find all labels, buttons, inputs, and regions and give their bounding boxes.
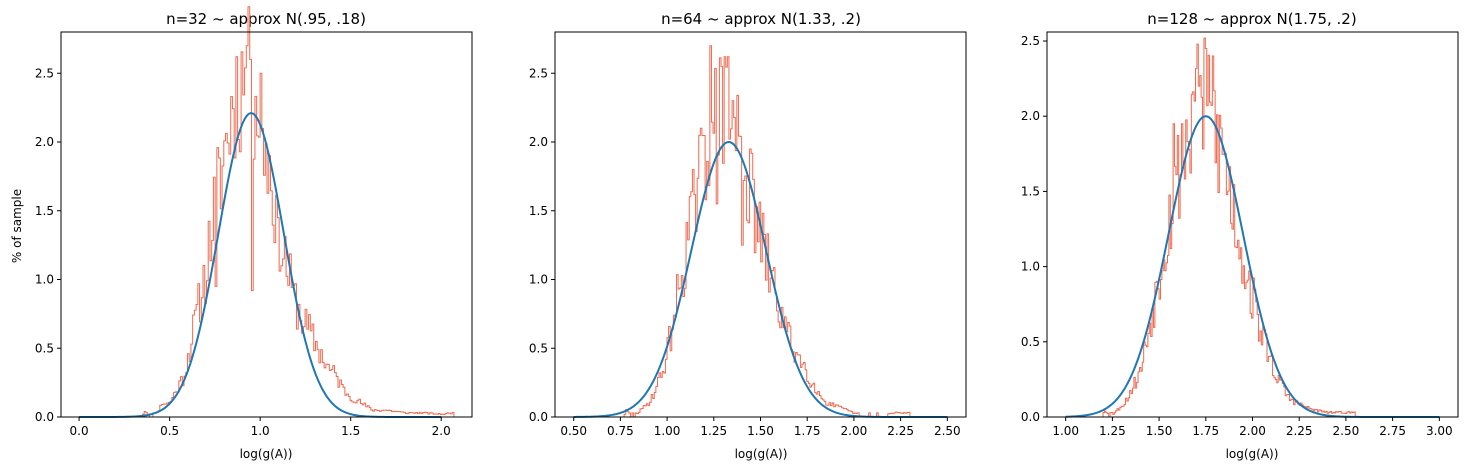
x-tick-label: 1.00	[654, 424, 681, 438]
x-tick-label: 1.75	[794, 424, 821, 438]
y-tick-label: 0.0	[1021, 410, 1040, 424]
axes-frame	[60, 31, 473, 418]
chart-title: n=64 ~ approx N(1.33, .2)	[661, 10, 861, 28]
x-axis-label: log(g(A))	[735, 447, 788, 461]
y-tick-label: 2.5	[35, 66, 54, 80]
x-tick-label: 0.75	[607, 424, 634, 438]
chart-title: n=32 ~ approx N(.95, .18)	[166, 10, 366, 28]
x-tick-label: 2.00	[1239, 424, 1266, 438]
y-tick-label: 2.0	[529, 135, 548, 149]
axes-frame	[1046, 31, 1459, 418]
y-axis-label: % of sample	[10, 189, 24, 263]
y-tick-label: 2.0	[1021, 109, 1040, 123]
x-tick-label: 2.25	[887, 424, 914, 438]
y-tick-label: 1.5	[529, 204, 548, 218]
histogram-series	[141, 6, 455, 418]
x-tick-label: 1.00	[1052, 424, 1079, 438]
y-tick-label: 1.0	[529, 273, 548, 287]
y-tick-label: 1.5	[35, 204, 54, 218]
chart-panel-2: n=64 ~ approx N(1.33, .2) log(g(A)) 0.50…	[529, 10, 967, 461]
y-tick-label: 0.5	[529, 341, 548, 355]
x-tick-label: 2.25	[1286, 424, 1313, 438]
x-tick-label: 1.25	[1099, 424, 1126, 438]
y-tick-label: 0.5	[35, 341, 54, 355]
x-axis-label: log(g(A))	[1226, 447, 1279, 461]
y-tick-label: 1.0	[35, 273, 54, 287]
x-tick-label: 1.25	[700, 424, 727, 438]
y-tick-label: 2.0	[35, 135, 54, 149]
y-tick-label: 2.5	[1021, 34, 1040, 48]
x-tick-label: 1.0	[251, 424, 270, 438]
normal-curve	[573, 141, 948, 418]
y-tick-label: 0.0	[35, 410, 54, 424]
x-tick-label: 2.00	[841, 424, 868, 438]
y-tick-label: 1.0	[1021, 260, 1040, 274]
x-tick-label: 2.75	[1379, 424, 1406, 438]
y-tick-label: 0.5	[1021, 335, 1040, 349]
x-tick-label: 1.75	[1192, 424, 1219, 438]
histogram-series	[623, 45, 911, 418]
x-tick-label: 0.5	[160, 424, 179, 438]
chart-panel-1: n=32 ~ approx N(.95, .18) log(g(A)) % of…	[10, 6, 473, 461]
x-axis-label: log(g(A))	[240, 447, 293, 461]
y-tick-label: 1.5	[1021, 184, 1040, 198]
chart-panel-3: n=128 ~ approx N(1.75, .2) log(g(A)) 1.0…	[1021, 10, 1459, 461]
normal-curve	[79, 112, 442, 418]
x-tick-label: 0.50	[560, 424, 587, 438]
normal-curve	[1065, 115, 1440, 418]
x-tick-label: 1.50	[747, 424, 774, 438]
x-tick-label: 2.0	[432, 424, 451, 438]
x-tick-label: 2.50	[1333, 424, 1360, 438]
x-tick-label: 3.00	[1426, 424, 1453, 438]
x-tick-label: 1.50	[1146, 424, 1173, 438]
histogram-series	[1102, 37, 1356, 418]
x-tick-label: 1.5	[341, 424, 360, 438]
y-tick-label: 0.0	[529, 410, 548, 424]
x-tick-label: 0.0	[70, 424, 89, 438]
x-tick-label: 2.50	[934, 424, 961, 438]
y-tick-label: 2.5	[529, 66, 548, 80]
chart-title: n=128 ~ approx N(1.75, .2)	[1147, 10, 1356, 28]
